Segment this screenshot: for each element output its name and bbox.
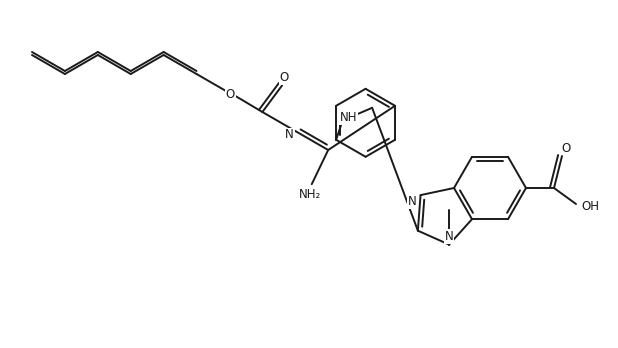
Text: N: N	[445, 230, 454, 243]
Text: NH₂: NH₂	[298, 188, 321, 201]
Text: OH: OH	[581, 199, 599, 213]
Text: NH: NH	[339, 111, 357, 124]
Text: O: O	[561, 142, 570, 155]
Text: O: O	[279, 71, 289, 84]
Text: O: O	[226, 87, 235, 101]
Text: N: N	[285, 128, 294, 142]
Text: N: N	[408, 195, 417, 208]
